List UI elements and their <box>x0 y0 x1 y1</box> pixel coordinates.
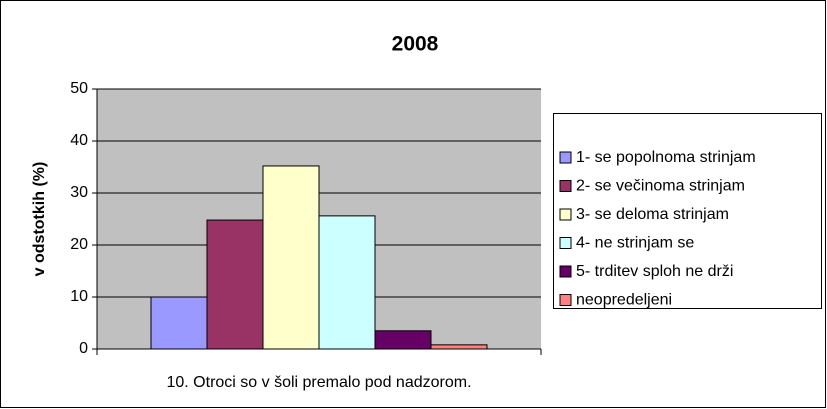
y-tick-label: 30 <box>70 184 88 201</box>
bar <box>430 344 488 350</box>
x-tick-label: 10. Otroci so v šoli premalo pod nadzoro… <box>166 374 471 391</box>
legend-label: 4- ne strinjam se <box>576 235 694 252</box>
legend-label: 2- se večinoma strinjam <box>576 178 745 195</box>
legend-swatch <box>559 151 572 164</box>
legend-swatch <box>559 208 572 221</box>
legend-box <box>553 113 822 309</box>
legend-label: neopredeljeni <box>576 292 672 309</box>
bar <box>150 296 208 350</box>
legend-label: 1- se popolnoma strinjam <box>576 149 756 166</box>
legend-label: 3- se deloma strinjam <box>576 206 729 223</box>
y-tick-label: 20 <box>70 236 88 253</box>
legend-swatch <box>559 180 572 192</box>
legend-swatch <box>559 265 572 278</box>
y-tick-label: 0 <box>79 340 88 357</box>
y-tick-label: 10 <box>70 288 88 305</box>
y-axis-label: v odstotkih (%) <box>31 162 48 277</box>
legend-swatch <box>559 237 572 249</box>
bar <box>374 330 432 350</box>
chart-title: 2008 <box>392 33 439 56</box>
legend-swatch <box>559 294 572 306</box>
bar <box>318 215 376 350</box>
y-tick-label: 50 <box>70 80 88 97</box>
bar <box>206 219 264 350</box>
legend-label: 5- trditev sploh ne drži <box>576 263 733 280</box>
y-tick-label: 40 <box>70 132 88 149</box>
bar <box>262 165 320 350</box>
